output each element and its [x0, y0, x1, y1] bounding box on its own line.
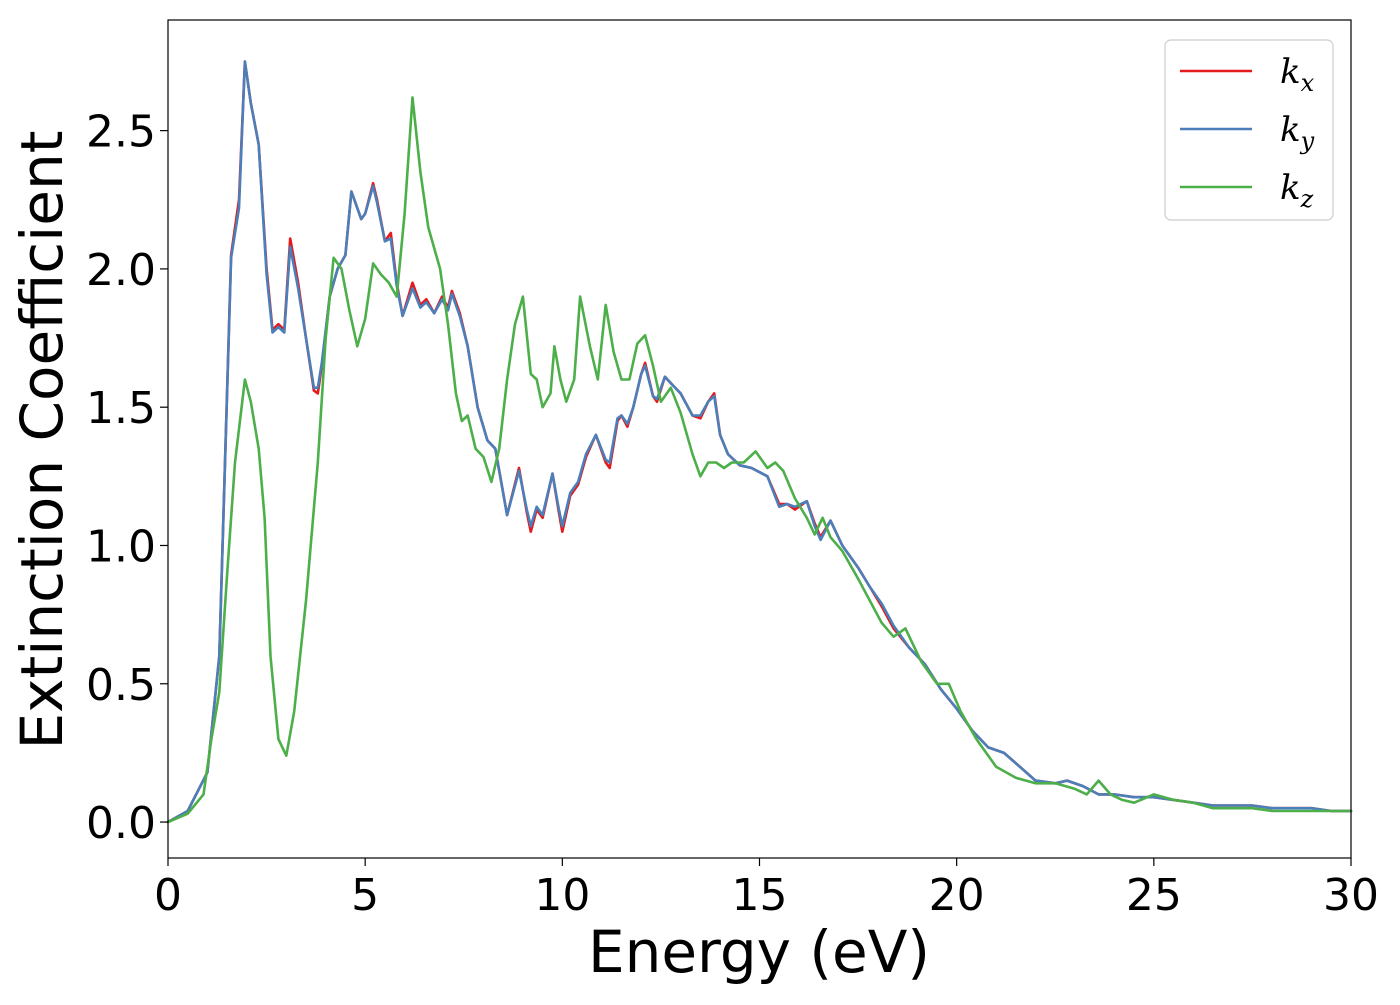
- y-tick-label: 2.0: [86, 245, 156, 296]
- y-tick-label: 0.0: [86, 798, 156, 849]
- x-tick-label: 15: [732, 870, 788, 921]
- x-tick-label: 30: [1323, 870, 1379, 921]
- y-axis: 0.0 0.5 1.0 1.5 2.0 2.5: [86, 107, 168, 849]
- x-tick-label: 25: [1126, 870, 1182, 921]
- y-tick-label: 1.0: [86, 521, 156, 572]
- series-layer: [166, 60, 1353, 824]
- x-tick-label: 20: [929, 870, 985, 921]
- y-tick-label: 0.5: [86, 660, 156, 711]
- series-line-kz: [166, 96, 1353, 824]
- x-tick-label: 0: [154, 870, 182, 921]
- y-axis-title: Extinction Coefficient: [8, 131, 76, 750]
- x-tick-label: 5: [351, 870, 379, 921]
- y-tick-label: 1.5: [86, 383, 156, 434]
- x-axis: 0 5 10 15 20 25 30: [154, 858, 1379, 921]
- y-tick-label: 2.5: [86, 107, 156, 158]
- x-axis-title: Energy (eV): [588, 918, 930, 986]
- x-tick-label: 10: [534, 870, 590, 921]
